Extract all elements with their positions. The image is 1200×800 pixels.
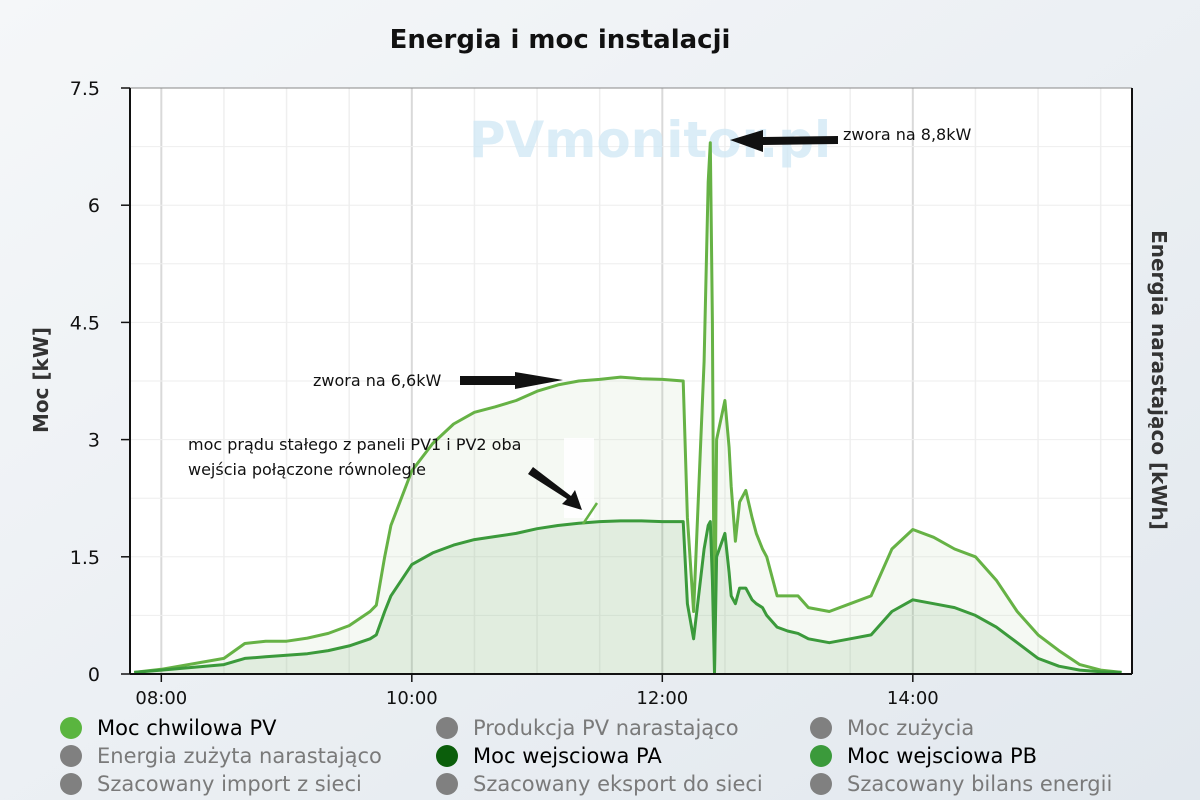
legend-dot-icon: [436, 745, 458, 767]
y-tick-label: 7.5: [70, 78, 100, 100]
legend-dot-icon: [60, 717, 82, 739]
legend-dot-icon: [810, 745, 832, 767]
legend-dot-icon: [436, 773, 458, 795]
y-tick-label: 6: [88, 195, 100, 217]
legend-label: Energia zużyta narastająco: [97, 744, 382, 768]
annotation-88kw: zwora na 8,8kW: [730, 125, 971, 152]
legend-label: Szacowany bilans energii: [847, 772, 1113, 796]
series-line-moc-chwilowa-pv: [134, 141, 1122, 674]
legend-item-moc-zuzycia[interactable]: Moc zużycia: [810, 714, 974, 742]
legend-label: Produkcja PV narastająco: [473, 716, 739, 740]
legend-item-energia-zuzyta-narastajaco[interactable]: Energia zużyta narastająco: [60, 742, 382, 770]
y-tick-label: 1.5: [70, 547, 100, 569]
series-areas: [134, 142, 1122, 674]
annotation-88kw-text: zwora na 8,8kW: [843, 125, 971, 144]
annotation-dc-text-line1: moc prądu stałego z paneli PV1 i PV2 oba: [188, 435, 521, 454]
legend-item-szacowany-bilans-energii[interactable]: Szacowany bilans energii: [810, 770, 1112, 798]
legend-item-szacowany-import-z-sieci[interactable]: Szacowany import z sieci: [60, 770, 362, 798]
series-area-moc-chwilowa-pv: [134, 142, 1122, 674]
chart-legend: Moc chwilowa PV Produkcja PV narastająco…: [0, 708, 1200, 800]
arrow-66kw: [460, 372, 563, 389]
legend-dot-icon: [436, 717, 458, 739]
legend-item-moc-wejsciowa-pb[interactable]: Moc wejsciowa PB: [810, 742, 1037, 770]
legend-item-moc-chwilowa-pv[interactable]: Moc chwilowa PV: [60, 714, 276, 742]
y-axis-label-right: Energia narastająco [kWh]: [1147, 230, 1171, 530]
x-tick-label: 08:00: [135, 688, 187, 709]
legend-label: Moc wejsciowa PB: [847, 744, 1038, 768]
legend-item-szacowany-eksport-do-sieci[interactable]: Szacowany eksport do sieci: [436, 770, 763, 798]
annotation-dc: moc prądu stałego z paneli PV1 i PV2 oba…: [188, 435, 599, 525]
annotation-dc-text-line2: wejścia połączone równolegle: [188, 460, 426, 479]
legend-dot-icon: [60, 745, 82, 767]
arrow-dc: [528, 467, 582, 510]
legend-label: Moc chwilowa PV: [97, 716, 277, 740]
y-tick-label: 0: [88, 664, 100, 686]
series-line-moc-wejsciowa-pb: [134, 519, 1122, 674]
series-area-moc-wejsciowa-pb: [134, 520, 1122, 674]
x-tick-label: 10:00: [386, 688, 438, 709]
x-axis-ticks: 08:00 10:00 12:00 14:00: [135, 674, 939, 709]
legend-label: Moc zużycia: [847, 716, 975, 740]
legend-dot-icon: [810, 773, 832, 795]
annotation-dc-marker: [581, 502, 599, 525]
annotation-66kw: zwora na 6,6kW: [313, 371, 563, 390]
y-axis-label-left: Moc [kW]: [29, 327, 53, 433]
x-tick-label: 12:00: [636, 688, 688, 709]
legend-dot-icon: [810, 717, 832, 739]
y-tick-label: 3: [88, 430, 100, 452]
legend-label: Szacowany import z sieci: [97, 772, 362, 796]
legend-item-produkcja-pv-narastajaco[interactable]: Produkcja PV narastająco: [436, 714, 739, 742]
y-axis-ticks: 0 1.5 3 4.5 6 7.5: [70, 78, 130, 686]
y-tick-label: 4.5: [70, 312, 100, 334]
legend-label: Moc wejsciowa PA: [473, 744, 662, 768]
series-lines: [134, 141, 1122, 674]
x-tick-label: 14:00: [887, 688, 939, 709]
annotation-66kw-text: zwora na 6,6kW: [313, 371, 441, 390]
arrow-88kw: [730, 130, 838, 152]
chart-title: Energia i moc instalacji: [390, 25, 731, 55]
legend-item-moc-wejsciowa-pa[interactable]: Moc wejsciowa PA: [436, 742, 662, 770]
legend-dot-icon: [60, 773, 82, 795]
legend-label: Szacowany eksport do sieci: [473, 772, 763, 796]
